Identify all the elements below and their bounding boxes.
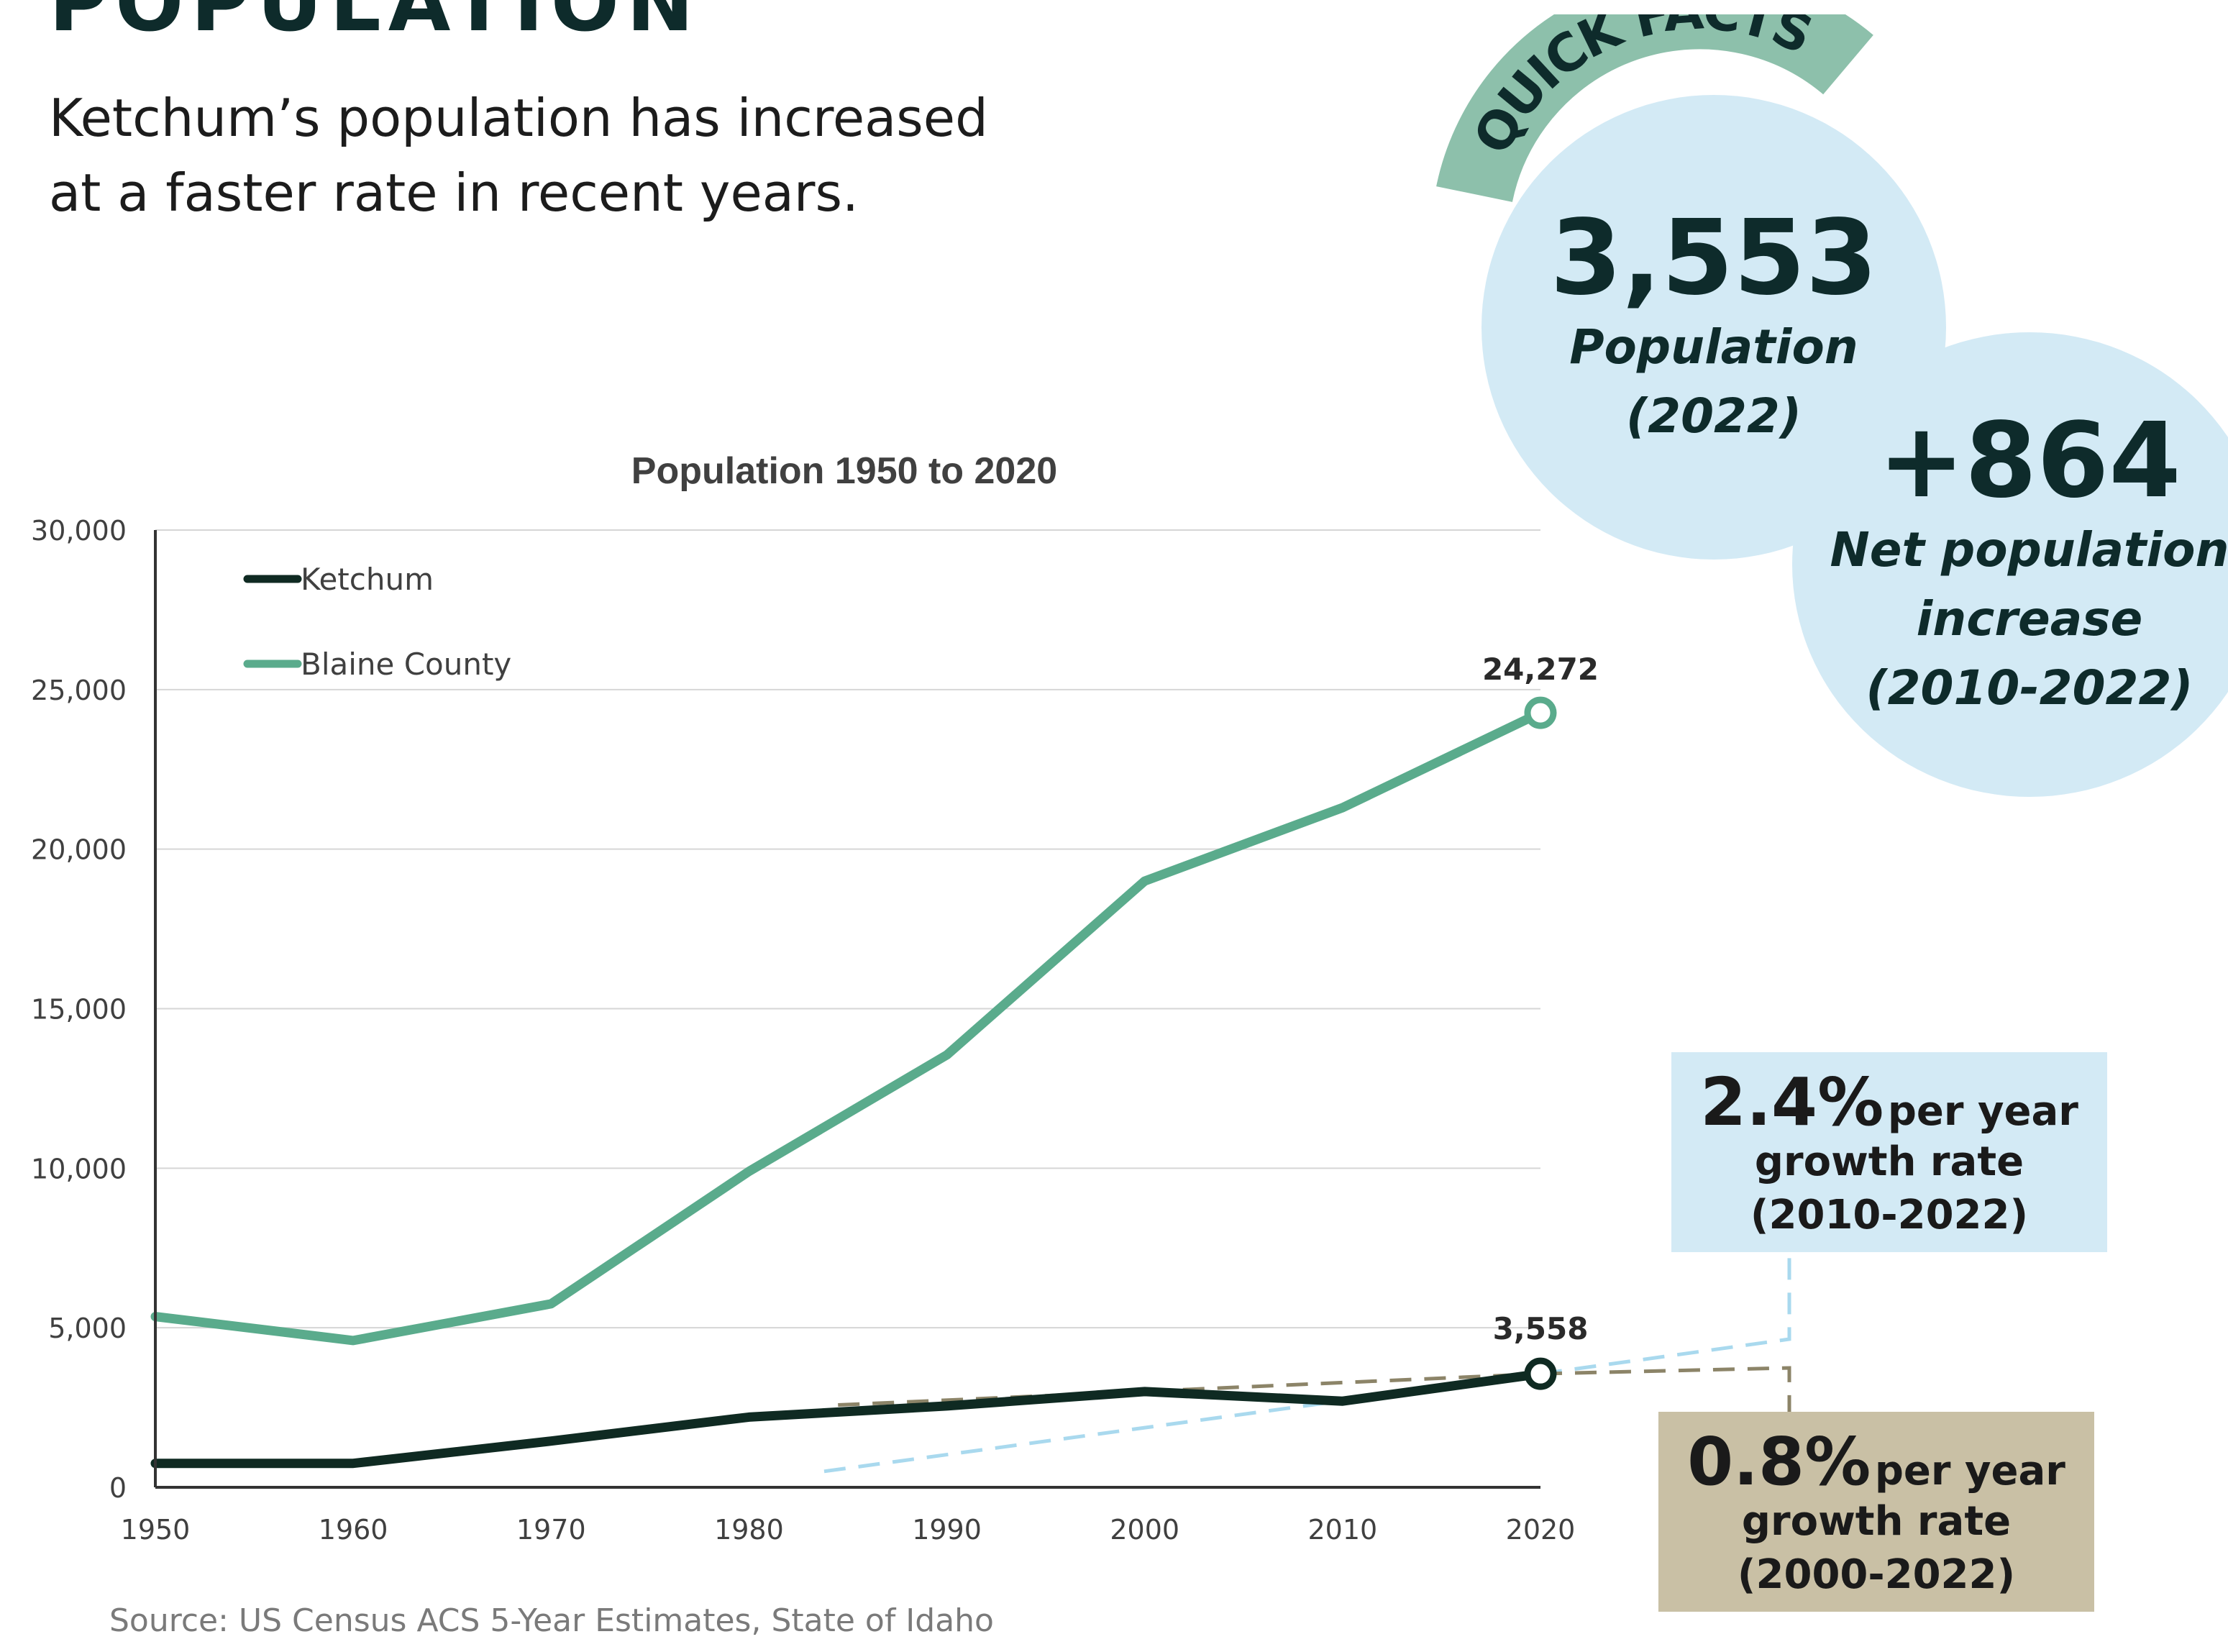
data-point xyxy=(748,1416,750,1418)
net-increase-label-3: (2010-2022) xyxy=(1866,660,2193,716)
city-growth-per: per year xyxy=(1874,1448,2065,1494)
subtitle-line-2: at a faster rate in recent years. xyxy=(49,163,859,223)
y-tick-label: 15,000 xyxy=(31,994,127,1026)
population-value: 3,553 xyxy=(1550,197,1878,319)
y-tick-label: 20,000 xyxy=(31,834,127,866)
data-point xyxy=(352,1339,355,1341)
x-tick-label: 2020 xyxy=(1506,1514,1576,1546)
data-point xyxy=(1341,1400,1343,1402)
population-label: Population xyxy=(1569,319,1858,375)
axis-labels: 0 5,000 10,000 15,000 20,000 25,000 30,000 1950… xyxy=(31,515,1575,1546)
x-tick-label: 1970 xyxy=(516,1514,586,1546)
x-tick-label: 1950 xyxy=(121,1514,191,1546)
county-growth-callout: 2.4% per year growth rate (2010-2022) xyxy=(1671,1052,2107,1252)
county-growth-per: per year xyxy=(1887,1088,2078,1135)
legend: Ketchum Blaine County xyxy=(243,562,511,682)
source-note: Source: US Census ACS 5-Year Estimates, … xyxy=(109,1602,994,1639)
data-label-ketchum-2020: 3,558 xyxy=(1493,1311,1589,1346)
net-increase-value: +864 xyxy=(1878,400,2181,521)
y-tick-label: 25,000 xyxy=(31,675,127,706)
x-tick-label: 1960 xyxy=(319,1514,388,1546)
data-point xyxy=(550,1440,552,1442)
end-marker xyxy=(1524,696,1557,729)
data-point xyxy=(550,1302,552,1305)
series-line-ketchum xyxy=(150,1369,1546,1469)
series-line-blaine-county xyxy=(150,708,1546,1346)
end-markers xyxy=(1524,696,1557,1390)
series-lines xyxy=(150,708,1546,1469)
y-tick-label: 5,000 xyxy=(48,1313,127,1344)
axes xyxy=(154,530,1540,1489)
x-tick-label: 2010 xyxy=(1307,1514,1377,1546)
county-growth-pct: 2.4% xyxy=(1700,1064,1884,1141)
x-tick-label: 1980 xyxy=(714,1514,784,1546)
legend-item-blaine-county: Blaine County xyxy=(243,647,511,682)
x-tick-label: 1990 xyxy=(912,1514,982,1546)
data-point xyxy=(748,1170,750,1172)
callout-connectors xyxy=(1540,1252,1791,1412)
data-label-blaine-2020: 24,272 xyxy=(1482,652,1599,687)
y-tick-label: 0 xyxy=(109,1472,127,1504)
subtitle-line-1: Ketchum’s population has increased xyxy=(49,88,988,148)
x-tick-label: 2000 xyxy=(1110,1514,1179,1546)
net-increase-label-2: increase xyxy=(1916,590,2143,647)
city-growth-callout: 0.8% per year growth rate (2000-2022) xyxy=(1658,1412,2094,1612)
y-tick-label: 10,000 xyxy=(31,1153,127,1185)
city-growth-line3: (2000-2022) xyxy=(1737,1551,2016,1598)
data-point xyxy=(946,1405,948,1407)
county-growth-line2: growth rate xyxy=(1754,1138,2024,1185)
net-increase-bubble: +864 Net population increase (2010-2022) xyxy=(1792,332,2228,797)
page-title: POPULATION xyxy=(49,0,701,50)
end-marker xyxy=(1524,1357,1557,1390)
data-point xyxy=(946,1054,948,1056)
quick-facts-ribbon xyxy=(1436,14,1873,203)
data-point xyxy=(352,1462,355,1464)
city-growth-line2: growth rate xyxy=(1741,1498,2012,1545)
y-tick-label: 30,000 xyxy=(31,515,127,547)
chart-title: Population 1950 to 2020 xyxy=(631,450,1057,492)
city-callout-connector xyxy=(1540,1366,1791,1412)
county-callout-connector xyxy=(1540,1252,1791,1376)
page-subtitle: Ketchum’s population has increased at a … xyxy=(49,81,1056,230)
net-increase-label-1: Net population xyxy=(1830,521,2228,578)
city-growth-pct: 0.8% xyxy=(1687,1423,1871,1500)
legend-item-ketchum: Ketchum xyxy=(243,562,434,597)
data-point xyxy=(1341,806,1343,808)
legend-label-blaine-county: Blaine County xyxy=(301,647,511,682)
legend-label-ketchum: Ketchum xyxy=(301,562,434,597)
gridlines xyxy=(155,529,1540,1329)
data-point xyxy=(1143,1390,1146,1392)
data-point xyxy=(1143,880,1146,882)
county-growth-line3: (2010-2022) xyxy=(1750,1192,2029,1238)
population-year: (2022) xyxy=(1625,388,1802,444)
